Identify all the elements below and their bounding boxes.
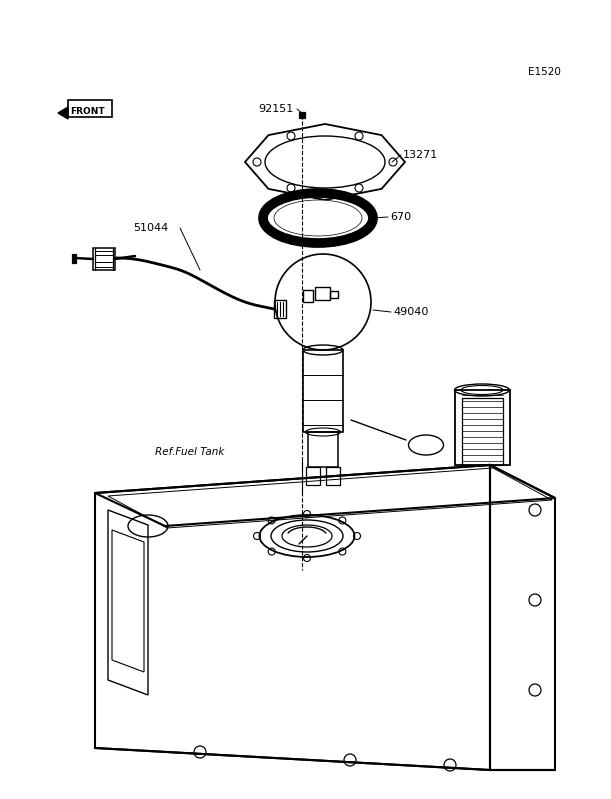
Polygon shape <box>58 107 68 119</box>
Text: FRONT: FRONT <box>70 106 104 116</box>
Polygon shape <box>72 254 76 263</box>
Text: 13271: 13271 <box>403 150 438 160</box>
Polygon shape <box>299 112 305 118</box>
Ellipse shape <box>274 200 362 236</box>
Text: 92151: 92151 <box>258 104 293 114</box>
Text: E1520: E1520 <box>528 67 561 77</box>
Text: 49040: 49040 <box>393 307 428 317</box>
Text: 670: 670 <box>390 212 411 222</box>
Text: Ref.Fuel Tank: Ref.Fuel Tank <box>155 447 224 457</box>
Text: 51044: 51044 <box>133 223 168 233</box>
